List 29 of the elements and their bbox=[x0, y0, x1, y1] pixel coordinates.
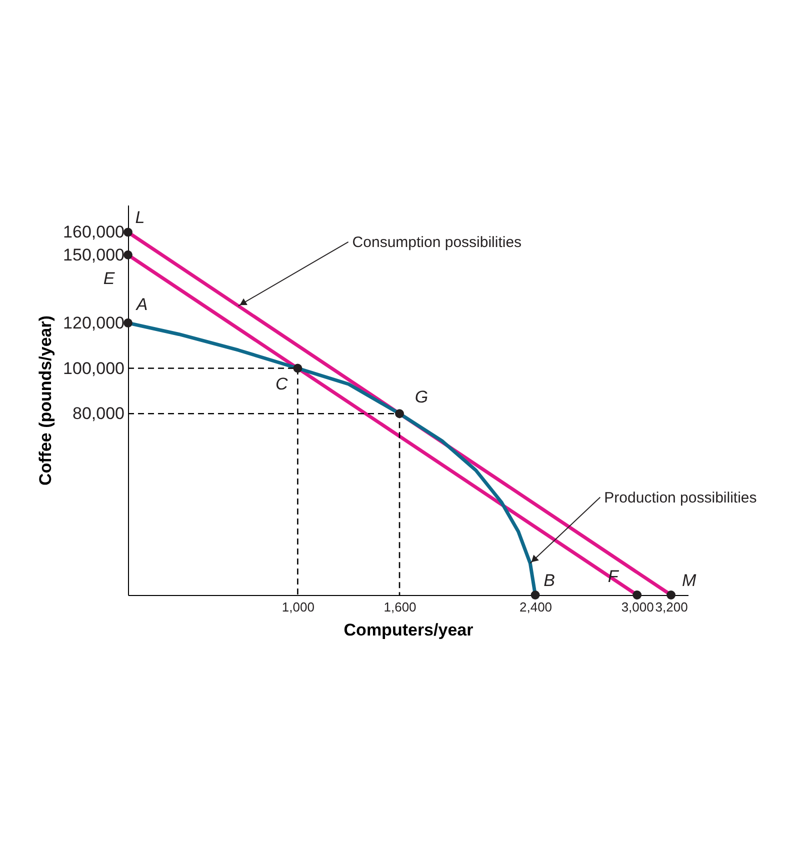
annotation: A bbox=[135, 294, 148, 314]
point bbox=[293, 364, 302, 373]
point bbox=[632, 590, 642, 600]
y-tick-label: 160,000 bbox=[63, 222, 124, 242]
point bbox=[530, 590, 540, 600]
point bbox=[124, 318, 132, 328]
annotation: E bbox=[103, 268, 116, 288]
y-axis-title: Coffee (pounds/year) bbox=[36, 315, 56, 486]
annotation: L bbox=[135, 208, 145, 228]
x-axis-title: Computers/year bbox=[344, 620, 474, 640]
point bbox=[124, 250, 132, 260]
annotation: M bbox=[682, 571, 697, 590]
y-tick-label: 80,000 bbox=[72, 404, 124, 424]
point bbox=[666, 590, 676, 600]
x-tick-label: 2,400 bbox=[520, 600, 552, 614]
annotation: B bbox=[544, 571, 555, 590]
annotation: C bbox=[276, 374, 289, 394]
annotation: G bbox=[414, 388, 428, 407]
x-tick-label: 3,200 bbox=[655, 600, 688, 614]
point bbox=[124, 228, 132, 237]
y-tick-label: 100,000 bbox=[63, 358, 124, 378]
x-tick-label: 1,600 bbox=[384, 600, 416, 614]
x-tick-label: 3,000 bbox=[621, 600, 654, 614]
y-tick-label: 150,000 bbox=[63, 245, 124, 264]
annotation: Production possibilities bbox=[604, 489, 757, 506]
annotation: Consumption possibilities bbox=[352, 234, 522, 251]
x-tick-label: 1,000 bbox=[282, 600, 314, 614]
y-tick-label: 120,000 bbox=[63, 313, 124, 332]
point bbox=[395, 409, 404, 418]
